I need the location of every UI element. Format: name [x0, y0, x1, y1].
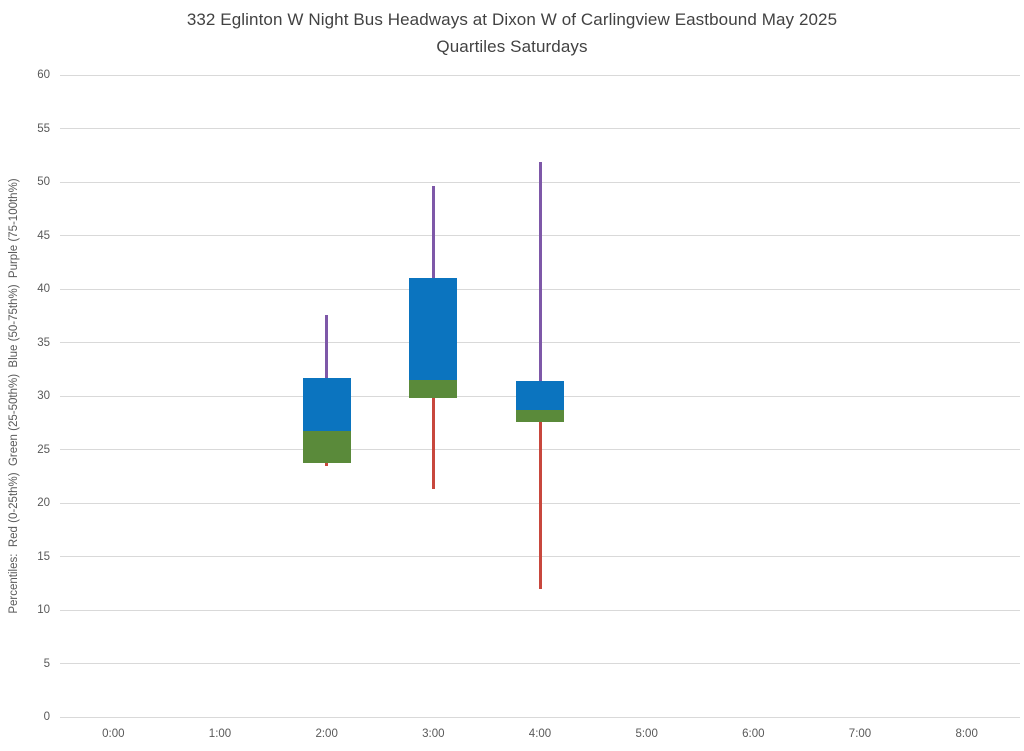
x-tick-label-700: 7:00 [848, 728, 872, 740]
y-tick-label-0: 0 [43, 711, 50, 723]
box-200-lower-whisker-red [325, 463, 329, 466]
y-tick-label-35: 35 [37, 336, 50, 349]
chart-title: 332 Eglinton W Night Bus Headways at Dix… [0, 6, 1024, 60]
y-tick-label-55: 55 [37, 122, 50, 135]
x-tick-label-200: 2:00 [315, 728, 338, 740]
box-300-lower-box-green [409, 379, 458, 399]
box-300-upper-box-blue [409, 278, 458, 380]
box-300-lower-whisker-red [431, 398, 435, 490]
y-tick-label-30: 30 [37, 390, 50, 402]
y-tick-label-45: 45 [37, 229, 50, 242]
box-200-upper-whisker-purple [325, 314, 329, 378]
gridline-y-55 [60, 128, 1020, 129]
y-tick-label-50: 50 [37, 176, 50, 188]
gridline-y-5 [60, 663, 1020, 664]
y-tick-label-20: 20 [37, 497, 50, 509]
x-tick-label-800: 8:00 [955, 728, 978, 740]
x-tick-label-300: 3:00 [422, 728, 445, 740]
y-tick-label-60: 60 [37, 69, 50, 81]
box-200-lower-box-green [302, 431, 351, 464]
box-200-upper-box-blue [302, 377, 351, 432]
y-tick-label-40: 40 [37, 283, 50, 295]
y-tick-label-10: 10 [37, 604, 50, 616]
box-400-lower-box-green [516, 409, 564, 422]
x-tick-label-500: 5:00 [635, 728, 658, 740]
gridline-y-60 [60, 74, 1020, 76]
gridline-y-0 [60, 716, 1020, 718]
y-tick-label-15: 15 [37, 550, 50, 563]
chart-title-line-2: Quartiles Saturdays [436, 37, 588, 56]
y-tick-label-5: 5 [43, 657, 50, 670]
box-300-upper-whisker-purple [431, 186, 435, 279]
x-tick-label-400: 4:00 [528, 728, 552, 740]
x-tick-label-100: 1:00 [208, 728, 232, 740]
y-tick-label-25: 25 [37, 443, 50, 456]
box-400-upper-whisker-purple [538, 161, 542, 381]
x-tick-label-600: 6:00 [742, 728, 765, 740]
gridline-y-10 [60, 609, 1020, 611]
x-tick-label-000: 0:00 [102, 728, 125, 740]
chart-title-line-1: 332 Eglinton W Night Bus Headways at Dix… [186, 10, 838, 29]
box-400-upper-box-blue [516, 381, 564, 410]
box-400-lower-whisker-red [538, 421, 542, 589]
